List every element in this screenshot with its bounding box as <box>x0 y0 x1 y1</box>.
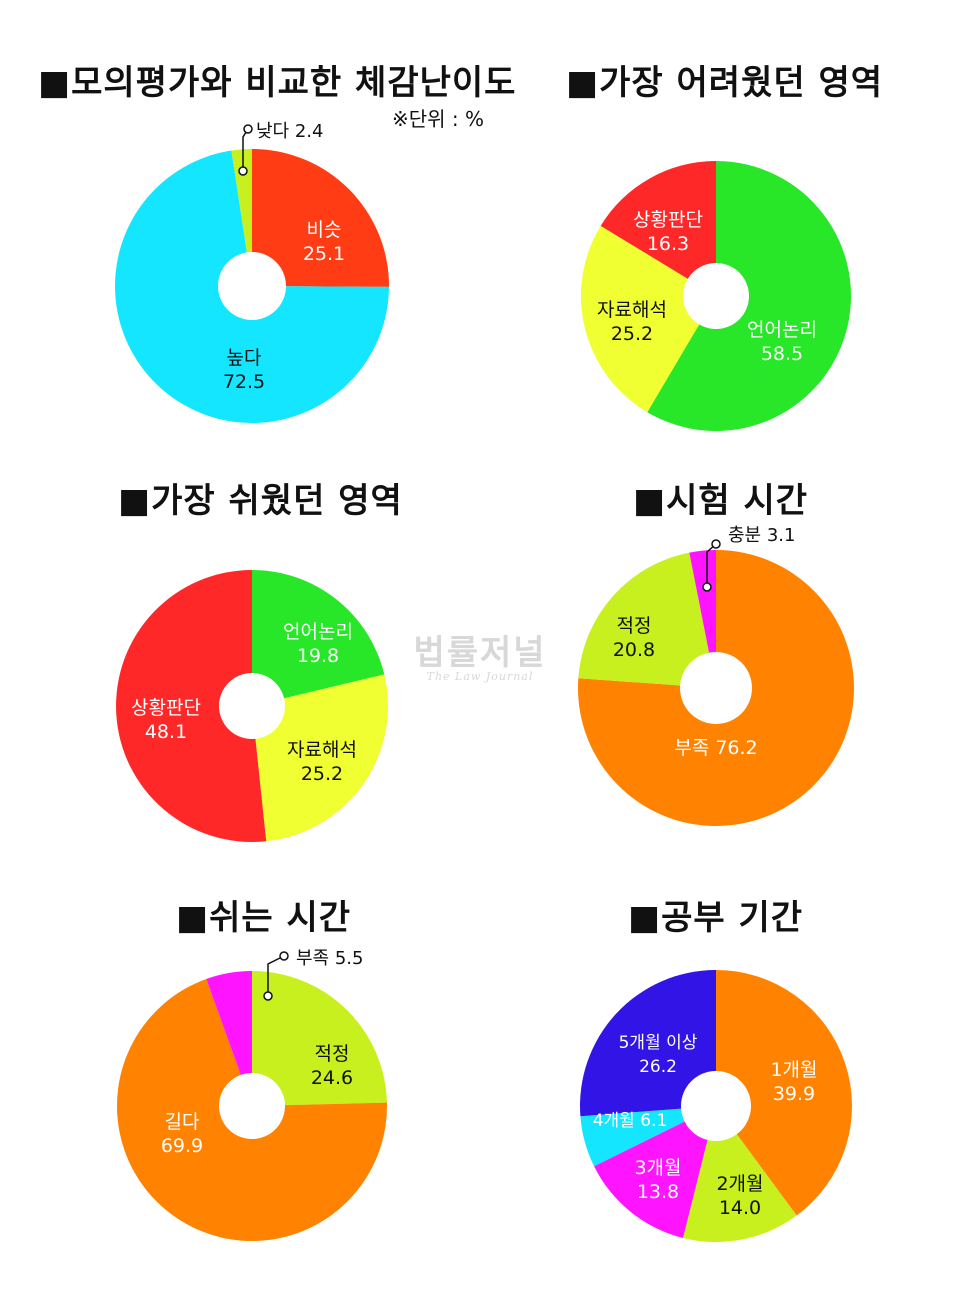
chart-title-exam-time: ■시험 시간 <box>633 481 809 521</box>
chart-title-easiest-area: ■가장 쉬웠던 영역 <box>118 481 403 521</box>
slice-name-2-2: 자료해석 <box>597 299 667 321</box>
callout-dot-inner-1 <box>238 166 248 176</box>
slice-label-6-4: 4개월 6.1 <box>593 1111 668 1131</box>
slice-name-2-3: 상황판단 <box>633 209 703 231</box>
pie-slice-1-3 <box>231 149 252 286</box>
pie-slice-4-2 <box>578 552 716 688</box>
slice-name-6-3: 3개월 <box>634 1157 681 1179</box>
chart-title-difficulty: ■모의평가와 비교한 체감난이도 <box>38 63 517 103</box>
pie-slice-5-1 <box>252 971 387 1106</box>
slice-value-1-2: 72.5 <box>223 371 265 393</box>
slice-value-5-1: 24.6 <box>311 1067 353 1089</box>
callout-line-5 <box>267 955 285 996</box>
slice-value-6-5: 26.2 <box>639 1057 677 1077</box>
slice-label-1-3: 낮다 2.4 <box>256 121 323 142</box>
slice-name-2-1: 언어논리 <box>747 319 817 341</box>
slice-label-4-1: 부족 76.2 <box>674 737 757 759</box>
slice-name-6-5: 5개월 이상 <box>619 1033 698 1053</box>
slice-label-5-3: 부족 5.5 <box>296 948 363 969</box>
slice-name-6-2: 2개월 <box>716 1173 763 1195</box>
pie-slice-3-3 <box>116 570 267 842</box>
pie-slice-2-2 <box>580 225 716 413</box>
donut-hole-4 <box>680 652 752 724</box>
pie-slice-6-5 <box>580 970 716 1117</box>
callout-dot-outer-1 <box>243 124 253 134</box>
slice-value-6-2: 14.0 <box>719 1197 761 1219</box>
slice-name-1-2: 높다 <box>227 347 262 369</box>
slice-name-6-1: 1개월 <box>770 1059 817 1081</box>
pie-slice-6-3 <box>594 1106 716 1238</box>
slice-name-3-3: 상황판단 <box>131 697 201 719</box>
slice-value-3-2: 25.2 <box>301 763 343 785</box>
slice-name-3-1: 언어논리 <box>283 621 353 643</box>
chart-title-study-period: ■공부 기간 <box>628 898 804 938</box>
chart-title-break-time: ■쉬는 시간 <box>176 898 352 938</box>
slice-name-5-2: 길다 <box>165 1111 200 1133</box>
pie-slice-2-3 <box>600 161 716 296</box>
pie-slice-5-3 <box>206 971 252 1106</box>
slice-value-1-1: 25.1 <box>303 243 345 265</box>
pie-slice-3-2 <box>252 674 389 842</box>
slice-label-4-3: 충분 3.1 <box>728 525 795 546</box>
pie-slice-6-1 <box>716 970 852 1216</box>
slice-value-3-1: 19.8 <box>297 645 339 667</box>
slice-value-4-2: 20.8 <box>613 639 655 661</box>
slice-value-2-3: 16.3 <box>647 233 689 255</box>
callout-dot-inner-4 <box>702 582 712 592</box>
donut-hole-3 <box>219 673 285 739</box>
donut-hole-1 <box>218 252 286 320</box>
slice-name-4-2: 적정 <box>617 615 652 637</box>
donut-hole-6 <box>681 1071 751 1141</box>
slice-value-2-1: 58.5 <box>761 343 803 365</box>
donut-hole-2 <box>683 263 749 329</box>
callout-dot-outer-4 <box>711 539 721 549</box>
donut-hole-5 <box>219 1073 285 1139</box>
slice-value-5-2: 69.9 <box>161 1135 203 1157</box>
slice-value-6-3: 13.8 <box>637 1181 679 1203</box>
pie-slice-3-1 <box>252 570 385 706</box>
callout-dot-inner-5 <box>263 991 273 1001</box>
slice-name-1-1: 비슷 <box>307 219 342 241</box>
pie-slice-1-1 <box>252 149 390 287</box>
slice-name-5-1: 적정 <box>315 1043 350 1065</box>
pie-slice-2-1 <box>647 161 852 431</box>
pie-slice-6-4 <box>580 1106 716 1167</box>
slice-value-6-1: 39.9 <box>773 1083 815 1105</box>
callout-dot-outer-5 <box>279 951 289 961</box>
slice-name-3-2: 자료해석 <box>287 739 357 761</box>
unit-note: ※단위 : % <box>392 107 485 131</box>
slice-value-3-3: 48.1 <box>145 721 187 743</box>
slice-value-2-2: 25.2 <box>611 323 653 345</box>
chart-title-hardest-area: ■가장 어려웠던 영역 <box>566 63 884 103</box>
